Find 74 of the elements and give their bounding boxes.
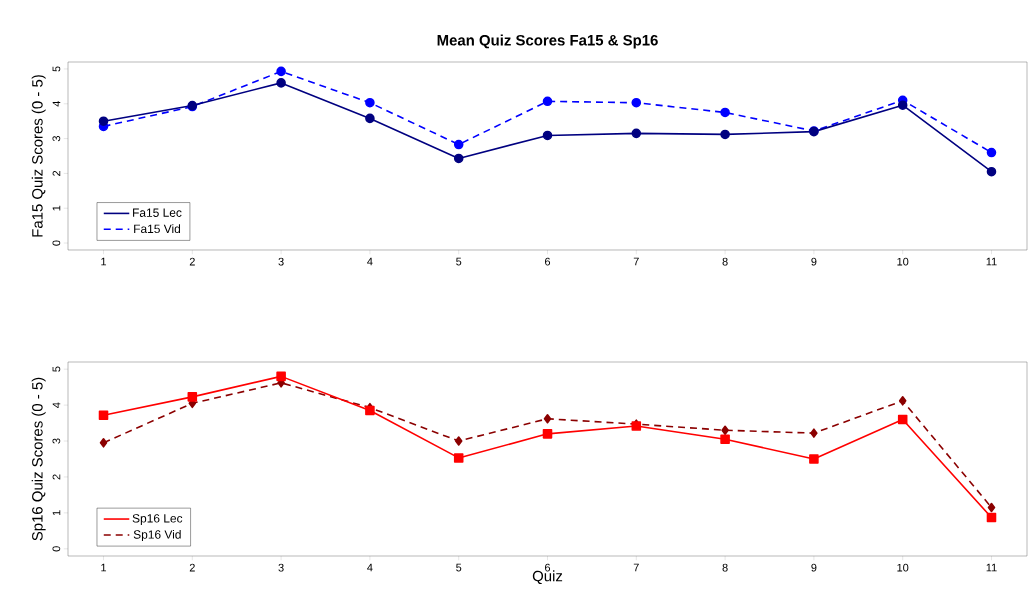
point — [454, 436, 463, 446]
x-tick-label: 1 — [101, 257, 107, 266]
chart-title: Mean Quiz Scores Fa15 & Sp16 — [437, 34, 658, 49]
point — [897, 414, 908, 425]
point — [543, 413, 552, 424]
y-axis-title: Sp16 Quiz Scores (0 - 5) — [31, 377, 46, 541]
x-tick-label: 4 — [367, 563, 373, 572]
point — [98, 410, 109, 420]
x-tick-label: 10 — [897, 257, 909, 266]
x-tick-label: 1 — [101, 563, 107, 572]
point — [453, 139, 464, 150]
point — [276, 66, 286, 77]
point — [721, 425, 729, 436]
legend-label: Fa15 Vid — [134, 224, 181, 234]
y-axis-title: Fa15 Quiz Scores (0 - 5) — [31, 75, 46, 237]
legend-label: Fa15 Lec — [133, 208, 182, 217]
x-tick-label: 9 — [811, 563, 817, 572]
point — [276, 78, 286, 88]
point — [986, 512, 997, 523]
point — [453, 453, 464, 463]
point — [542, 96, 553, 107]
point — [276, 371, 286, 382]
point — [986, 147, 997, 158]
y-tick-label: 5 — [52, 66, 61, 72]
x-tick-label: 6 — [545, 257, 551, 266]
point — [810, 428, 818, 438]
point — [720, 107, 730, 118]
y-tick-label: 4 — [52, 402, 61, 408]
x-tick-label: 11 — [986, 563, 997, 572]
point — [187, 392, 198, 402]
point — [898, 396, 907, 406]
point — [720, 129, 730, 140]
x-tick-label: 4 — [367, 257, 373, 266]
y-tick-label: 4 — [52, 101, 61, 107]
y-tick-label: 2 — [52, 474, 61, 480]
point — [897, 100, 908, 110]
y-tick-label: 3 — [52, 136, 61, 142]
x-tick-label: 11 — [986, 257, 997, 266]
x-tick-label: 5 — [456, 257, 462, 266]
x-tick-label: 7 — [633, 257, 639, 266]
x-tick-label: 10 — [897, 563, 909, 572]
y-tick-label: 1 — [52, 205, 61, 211]
x-tick-label: 2 — [189, 257, 195, 266]
y-tick-label: 0 — [52, 240, 61, 246]
point — [365, 113, 375, 124]
x-axis-title: Quiz — [532, 570, 563, 585]
point — [986, 166, 997, 177]
point — [98, 116, 109, 126]
y-tick-label: 3 — [52, 438, 61, 444]
x-tick-label: 5 — [456, 563, 462, 572]
x-tick-label: 3 — [278, 257, 284, 266]
x-tick-label: 8 — [722, 563, 728, 572]
point — [542, 429, 553, 439]
y-tick-label: 2 — [52, 170, 61, 176]
x-tick-label: 2 — [189, 563, 195, 572]
x-tick-label: 3 — [278, 563, 284, 572]
point — [542, 130, 553, 141]
point — [365, 97, 375, 108]
y-tick-label: 0 — [52, 546, 61, 552]
point — [631, 128, 642, 139]
legend-label: Sp16 Vid — [133, 529, 181, 542]
point — [453, 153, 464, 164]
point — [987, 502, 996, 513]
point — [631, 97, 642, 108]
point — [809, 454, 819, 464]
x-tick-label: 6 — [545, 563, 551, 572]
x-tick-label: 7 — [633, 563, 639, 572]
y-tick-label: 5 — [52, 366, 61, 372]
legend-label: Sp16 Lec — [132, 514, 183, 525]
x-tick-label: 9 — [811, 257, 817, 266]
point — [720, 434, 730, 445]
point — [99, 438, 108, 448]
y-tick-label: 1 — [52, 510, 61, 516]
x-tick-label: 8 — [722, 257, 728, 266]
